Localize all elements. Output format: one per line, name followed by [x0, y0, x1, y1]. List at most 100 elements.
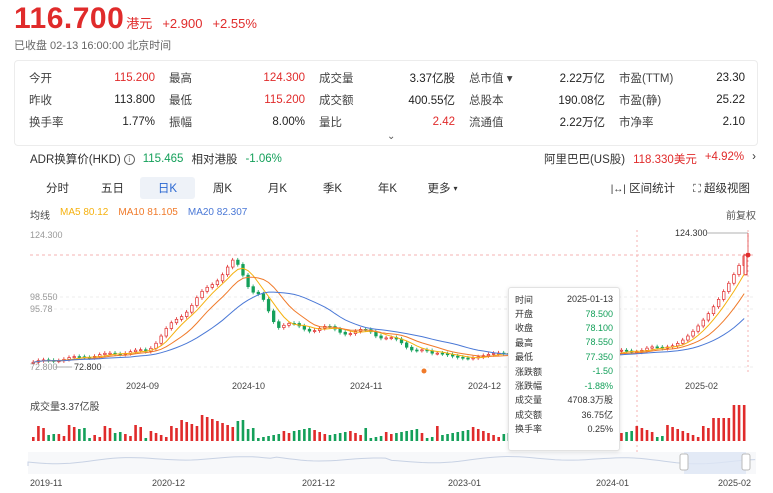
- expand-icon: ⛶: [693, 183, 701, 195]
- volume-bar: [129, 436, 132, 441]
- candle-body: [491, 353, 496, 355]
- timeline-label: 2023-01: [448, 478, 481, 488]
- ma-line: [33, 267, 745, 363]
- volume-bar: [257, 438, 260, 441]
- kline-chart[interactable]: 124.300 98.550 95.78 72.800 124.300 72.800 202…: [0, 222, 773, 493]
- tab-item[interactable]: 月K: [250, 177, 305, 199]
- candle-body: [451, 354, 455, 357]
- candle-body: [307, 328, 312, 332]
- high-marker: 124.300: [675, 228, 708, 238]
- candle-body: [410, 346, 414, 351]
- price-change: +2.900: [162, 16, 203, 31]
- volume-bar: [461, 431, 465, 441]
- tab-item[interactable]: 日K: [140, 177, 195, 199]
- candle-body: [302, 325, 307, 330]
- volume-bar: [277, 434, 281, 441]
- x-axis-label: 2024-11: [350, 381, 382, 391]
- candle-body: [31, 361, 35, 364]
- stat-item: 成交额 400.55亿: [319, 92, 469, 108]
- volume-bar: [308, 428, 311, 441]
- tab-item[interactable]: 分时: [30, 177, 85, 199]
- tooltip-label: 换手率: [515, 424, 543, 435]
- volume-bar: [661, 436, 664, 441]
- volume-bar: [98, 437, 102, 441]
- candle-body: [619, 349, 624, 352]
- volume-bar: [338, 433, 342, 441]
- volume-bar: [390, 434, 393, 441]
- super-view-button[interactable]: ⛶ 超级视图: [693, 183, 750, 195]
- volume-bar: [164, 437, 168, 441]
- candle-body: [77, 356, 81, 358]
- volume-bar: [231, 427, 235, 441]
- stat-item: 流通值 2.22万亿: [469, 114, 619, 130]
- candle-body: [655, 346, 659, 349]
- volume-bar: [364, 428, 368, 441]
- volume-bar: [297, 430, 301, 441]
- tab-item[interactable]: 五日: [85, 177, 140, 199]
- stat-item: 昨收 113.800: [29, 92, 169, 108]
- volume-bar: [190, 424, 194, 441]
- us-stock-link[interactable]: 阿里巴巴(US股) 118.330美元 +4.92% ›: [544, 151, 756, 167]
- expand-chevron-icon[interactable]: ⌄: [387, 131, 396, 142]
- volume-bar: [415, 429, 419, 441]
- tooltip-label: 最高: [515, 337, 534, 348]
- candle-body: [236, 259, 240, 265]
- tooltip-value: 2025-01-13: [566, 294, 613, 305]
- candle-tooltip: 时间 2025-01-13 开盘 78.500 收盘 78.100 最高 78.550 最低 77…: [508, 287, 620, 451]
- candle-body: [348, 333, 353, 335]
- candle-body: [241, 264, 245, 276]
- tab-item[interactable]: 更多 ▾: [415, 177, 470, 199]
- volume-bar: [154, 433, 158, 441]
- stat-label: 最低: [169, 95, 192, 107]
- candle-body: [139, 349, 143, 352]
- tooltip-label: 最低: [515, 352, 534, 363]
- timeline-label: 2025-02: [718, 478, 751, 488]
- adr-value: 115.465: [142, 153, 184, 165]
- stat-item: 换手率 1.77%: [29, 114, 169, 130]
- candle-body: [256, 291, 260, 295]
- tooltip-label: 收盘: [515, 323, 534, 334]
- stat-value: 2.22万亿: [559, 73, 605, 85]
- tab-label: 季K: [322, 183, 343, 195]
- candle-body: [435, 352, 439, 355]
- stat-value: 2.10: [722, 116, 745, 128]
- tooltip-value: 78.500: [585, 308, 613, 319]
- volume-bar: [471, 427, 475, 441]
- stat-item: 成交量 3.37亿股: [319, 70, 469, 86]
- stat-item: 量比 2.42: [319, 114, 469, 130]
- tab-label: 周K: [212, 183, 233, 195]
- stat-value: 190.08亿: [558, 95, 605, 107]
- last-candle: [743, 254, 748, 276]
- range-stats-button[interactable]: |↔| 区间统计: [610, 183, 676, 195]
- stat-value: 25.22: [716, 94, 745, 106]
- adjust-selector[interactable]: 前复权: [726, 211, 756, 222]
- volume-bar: [620, 433, 623, 441]
- candle-body: [72, 356, 76, 358]
- tab-label: 五日: [101, 183, 124, 195]
- volume-bar: [369, 438, 373, 441]
- candle-body: [732, 274, 736, 284]
- tooltip-value: 77.350: [585, 351, 613, 362]
- candle-body: [716, 299, 721, 308]
- volume-bar: [118, 432, 122, 441]
- volume-bar: [124, 434, 127, 441]
- timeline-label: 2020-12: [152, 478, 185, 488]
- volume-bar: [712, 418, 715, 441]
- tab-item[interactable]: 周K: [195, 177, 250, 199]
- candle-body: [108, 352, 112, 355]
- stat-label: 成交额: [319, 95, 354, 107]
- stat-item: 总市值 ▾ 2.22万亿: [469, 70, 619, 86]
- candle-body: [415, 349, 419, 352]
- volume-bar: [287, 433, 291, 441]
- tooltip-row: 时间 2025-01-13: [515, 292, 613, 306]
- tab-item[interactable]: 季K: [305, 177, 360, 199]
- candle-body: [343, 331, 347, 335]
- tab-item[interactable]: 年K: [360, 177, 415, 199]
- volume-label: 成交量3.37亿股: [30, 402, 100, 413]
- volume-bar: [686, 433, 690, 441]
- stat-label: 今开: [29, 73, 52, 85]
- info-icon[interactable]: i: [123, 153, 135, 165]
- candle-body: [486, 354, 491, 356]
- adr-label: ADR换算价(HKD): [30, 154, 121, 166]
- candle-body: [272, 310, 276, 323]
